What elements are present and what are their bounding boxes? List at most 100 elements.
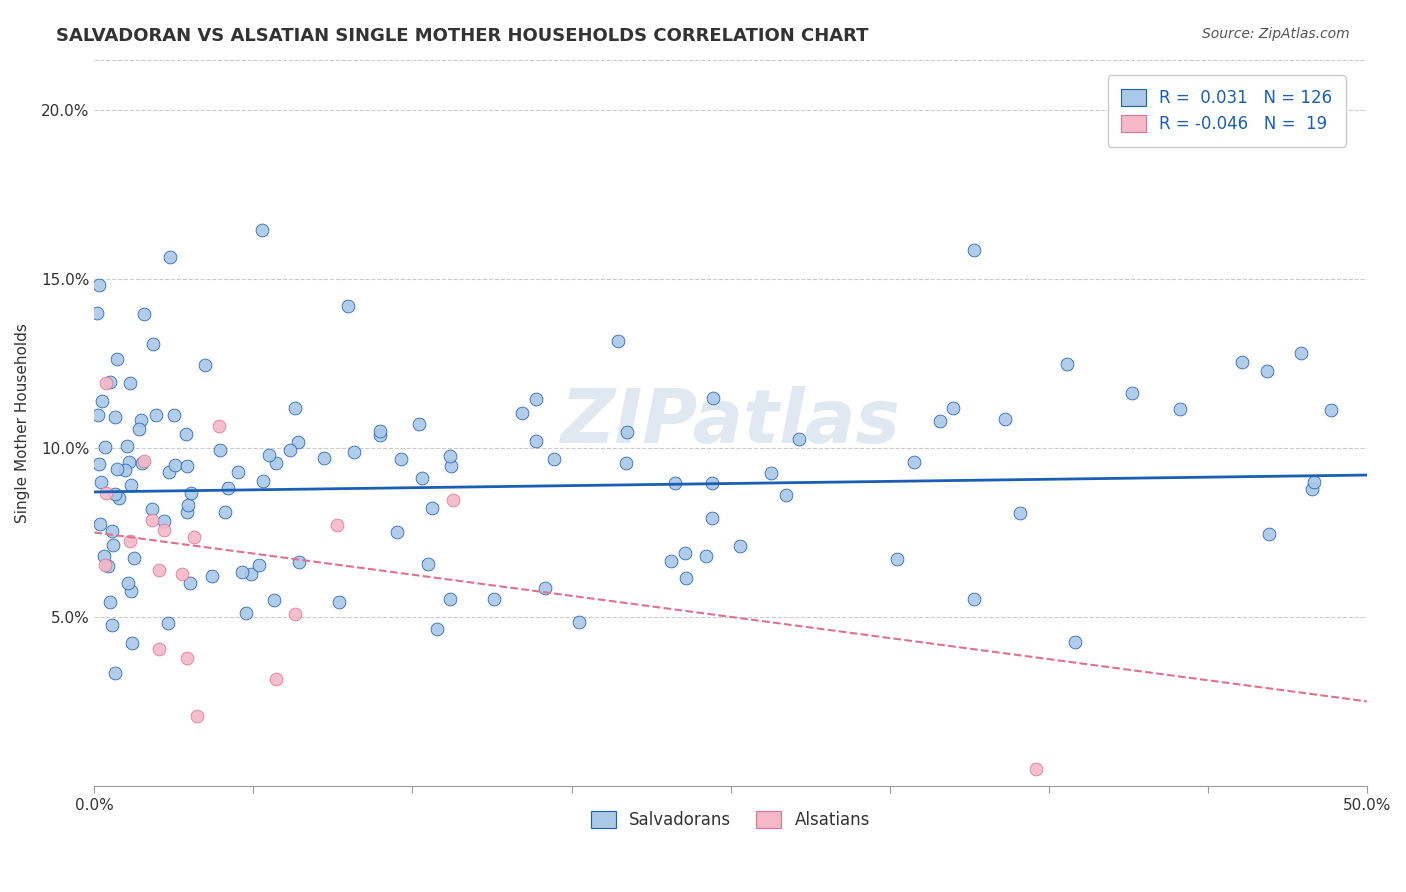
Point xyxy=(93,549,115,563)
Point xyxy=(963,243,986,257)
Point xyxy=(201,568,224,582)
Point xyxy=(177,498,200,512)
Point xyxy=(337,299,360,313)
Point xyxy=(94,558,117,572)
Point xyxy=(176,458,198,473)
Point xyxy=(128,422,150,436)
Point xyxy=(510,406,533,420)
Point xyxy=(534,581,557,595)
Point xyxy=(418,557,440,571)
Point xyxy=(153,514,176,528)
Point xyxy=(1121,385,1143,400)
Point xyxy=(86,306,108,320)
Point xyxy=(159,250,181,264)
Point xyxy=(787,433,810,447)
Point xyxy=(250,223,273,237)
Point xyxy=(87,408,110,422)
Point xyxy=(903,455,925,469)
Point xyxy=(312,450,335,465)
Point xyxy=(114,462,136,476)
Point xyxy=(124,551,146,566)
Point xyxy=(176,651,198,665)
Point xyxy=(702,391,724,405)
Point xyxy=(1257,526,1279,541)
Point xyxy=(142,336,165,351)
Point xyxy=(156,615,179,630)
Point xyxy=(325,517,347,532)
Point xyxy=(145,409,167,423)
Point xyxy=(263,592,285,607)
Point xyxy=(1291,345,1313,359)
Point xyxy=(695,549,717,563)
Point xyxy=(942,401,965,415)
Point xyxy=(247,558,270,573)
Point xyxy=(153,523,176,537)
Point xyxy=(759,466,782,480)
Point xyxy=(87,457,110,471)
Point xyxy=(616,456,638,470)
Point xyxy=(252,474,274,488)
Point xyxy=(121,636,143,650)
Point xyxy=(775,488,797,502)
Point xyxy=(568,615,591,630)
Point xyxy=(284,607,307,622)
Point xyxy=(163,409,186,423)
Point xyxy=(131,456,153,470)
Point xyxy=(702,475,724,490)
Point xyxy=(94,440,117,454)
Point xyxy=(118,455,141,469)
Point xyxy=(441,493,464,508)
Point xyxy=(214,505,236,519)
Point xyxy=(91,393,114,408)
Point xyxy=(994,412,1017,426)
Point xyxy=(1301,483,1323,497)
Point xyxy=(524,434,547,449)
Point xyxy=(100,618,122,632)
Point xyxy=(96,486,118,500)
Point xyxy=(730,539,752,553)
Point xyxy=(115,439,138,453)
Point xyxy=(440,458,463,473)
Point xyxy=(117,576,139,591)
Point xyxy=(89,277,111,292)
Point xyxy=(1008,506,1031,520)
Point xyxy=(616,425,638,439)
Point xyxy=(408,417,430,431)
Point xyxy=(1320,403,1343,417)
Point xyxy=(157,466,180,480)
Point xyxy=(98,595,121,609)
Point xyxy=(264,672,287,686)
Y-axis label: Single Mother Households: Single Mother Households xyxy=(15,323,30,523)
Point xyxy=(89,517,111,532)
Point xyxy=(1232,355,1254,369)
Point xyxy=(426,623,449,637)
Point xyxy=(90,475,112,490)
Point xyxy=(231,565,253,579)
Point xyxy=(105,351,128,366)
Point xyxy=(886,552,908,566)
Point xyxy=(368,428,391,442)
Point xyxy=(439,450,461,464)
Point xyxy=(1064,635,1087,649)
Point xyxy=(257,448,280,462)
Point xyxy=(174,427,197,442)
Point xyxy=(107,491,129,506)
Point xyxy=(94,376,117,391)
Point xyxy=(287,434,309,449)
Point xyxy=(482,592,505,607)
Point xyxy=(141,501,163,516)
Point xyxy=(104,665,127,680)
Point xyxy=(543,452,565,467)
Point xyxy=(180,485,202,500)
Point xyxy=(163,458,186,473)
Point xyxy=(97,558,120,573)
Point xyxy=(134,307,156,321)
Point xyxy=(170,567,193,582)
Point xyxy=(208,443,231,458)
Point xyxy=(98,375,121,389)
Point xyxy=(411,471,433,485)
Point xyxy=(176,505,198,519)
Point xyxy=(288,555,311,569)
Point xyxy=(208,419,231,434)
Point xyxy=(664,476,686,491)
